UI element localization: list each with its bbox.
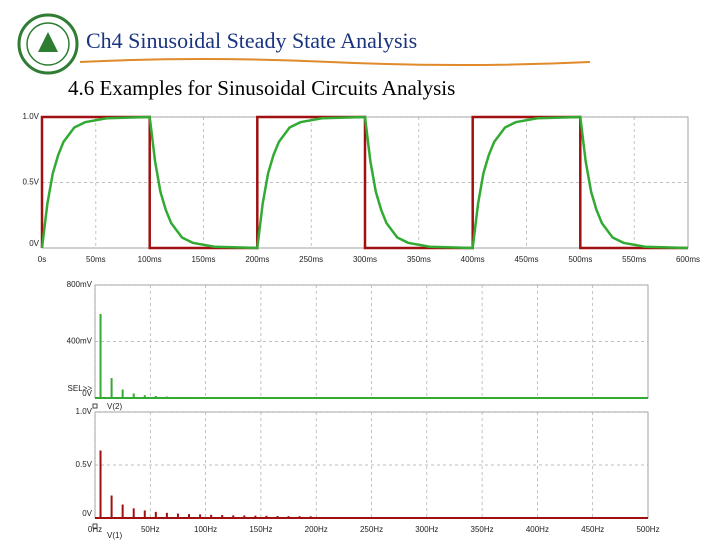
- title-underline: [79, 58, 591, 66]
- x-tick-label: 400Hz: [526, 525, 549, 534]
- legend-label: V(1): [107, 531, 122, 540]
- line-series: [40, 115, 689, 250]
- x-tick-label: 150Hz: [249, 525, 272, 534]
- legend-label: V(2): [107, 402, 122, 411]
- y-tick-label: 0.5V: [76, 460, 93, 469]
- x-tick-label: 500Hz: [636, 525, 659, 534]
- x-tick-label: 200Hz: [305, 525, 328, 534]
- legend-marker: [92, 403, 98, 409]
- y-tick-label: 1.0V: [23, 112, 40, 121]
- annotation: SEL>>: [68, 384, 93, 393]
- y-tick-label: 0V: [82, 389, 92, 398]
- x-tick-label: 0Hz: [88, 525, 102, 534]
- x-tick-label: 50ms: [86, 255, 106, 264]
- x-tick-label: 350ms: [407, 255, 431, 264]
- logo: [17, 13, 79, 75]
- x-tick-label: 100Hz: [194, 525, 217, 534]
- y-tick-label: 800mV: [67, 280, 93, 289]
- x-tick-label: 100ms: [138, 255, 162, 264]
- x-tick-label: 600ms: [676, 255, 700, 264]
- x-tick-label: 550ms: [622, 255, 646, 264]
- x-tick-label: 450Hz: [581, 525, 604, 534]
- slide-title: Ch4 Sinusoidal Steady State Analysis: [86, 28, 417, 53]
- x-tick-label: 200ms: [245, 255, 269, 264]
- y-tick-label: 1.0V: [76, 407, 93, 416]
- x-tick-label: 500ms: [568, 255, 592, 264]
- x-tick-label: 300Hz: [415, 525, 438, 534]
- legend-marker: [92, 523, 98, 529]
- x-tick-label: 350Hz: [471, 525, 494, 534]
- y-tick-label: 0V: [82, 509, 92, 518]
- x-tick-label: 450ms: [514, 255, 538, 264]
- x-tick-label: 150ms: [191, 255, 215, 264]
- slide-subtitle: 4.6 Examples for Sinusoidal Circuits Ana…: [68, 76, 455, 100]
- x-tick-label: 250ms: [299, 255, 323, 264]
- x-tick-label: 400ms: [461, 255, 485, 264]
- x-tick-label: 250Hz: [360, 525, 383, 534]
- x-tick-label: 50Hz: [141, 525, 160, 534]
- y-tick-label: 0.5V: [23, 178, 40, 187]
- x-tick-label: 0s: [38, 255, 46, 264]
- y-tick-label: 400mV: [67, 337, 93, 346]
- y-tick-label: 0V: [29, 239, 39, 248]
- x-tick-label: 300ms: [353, 255, 377, 264]
